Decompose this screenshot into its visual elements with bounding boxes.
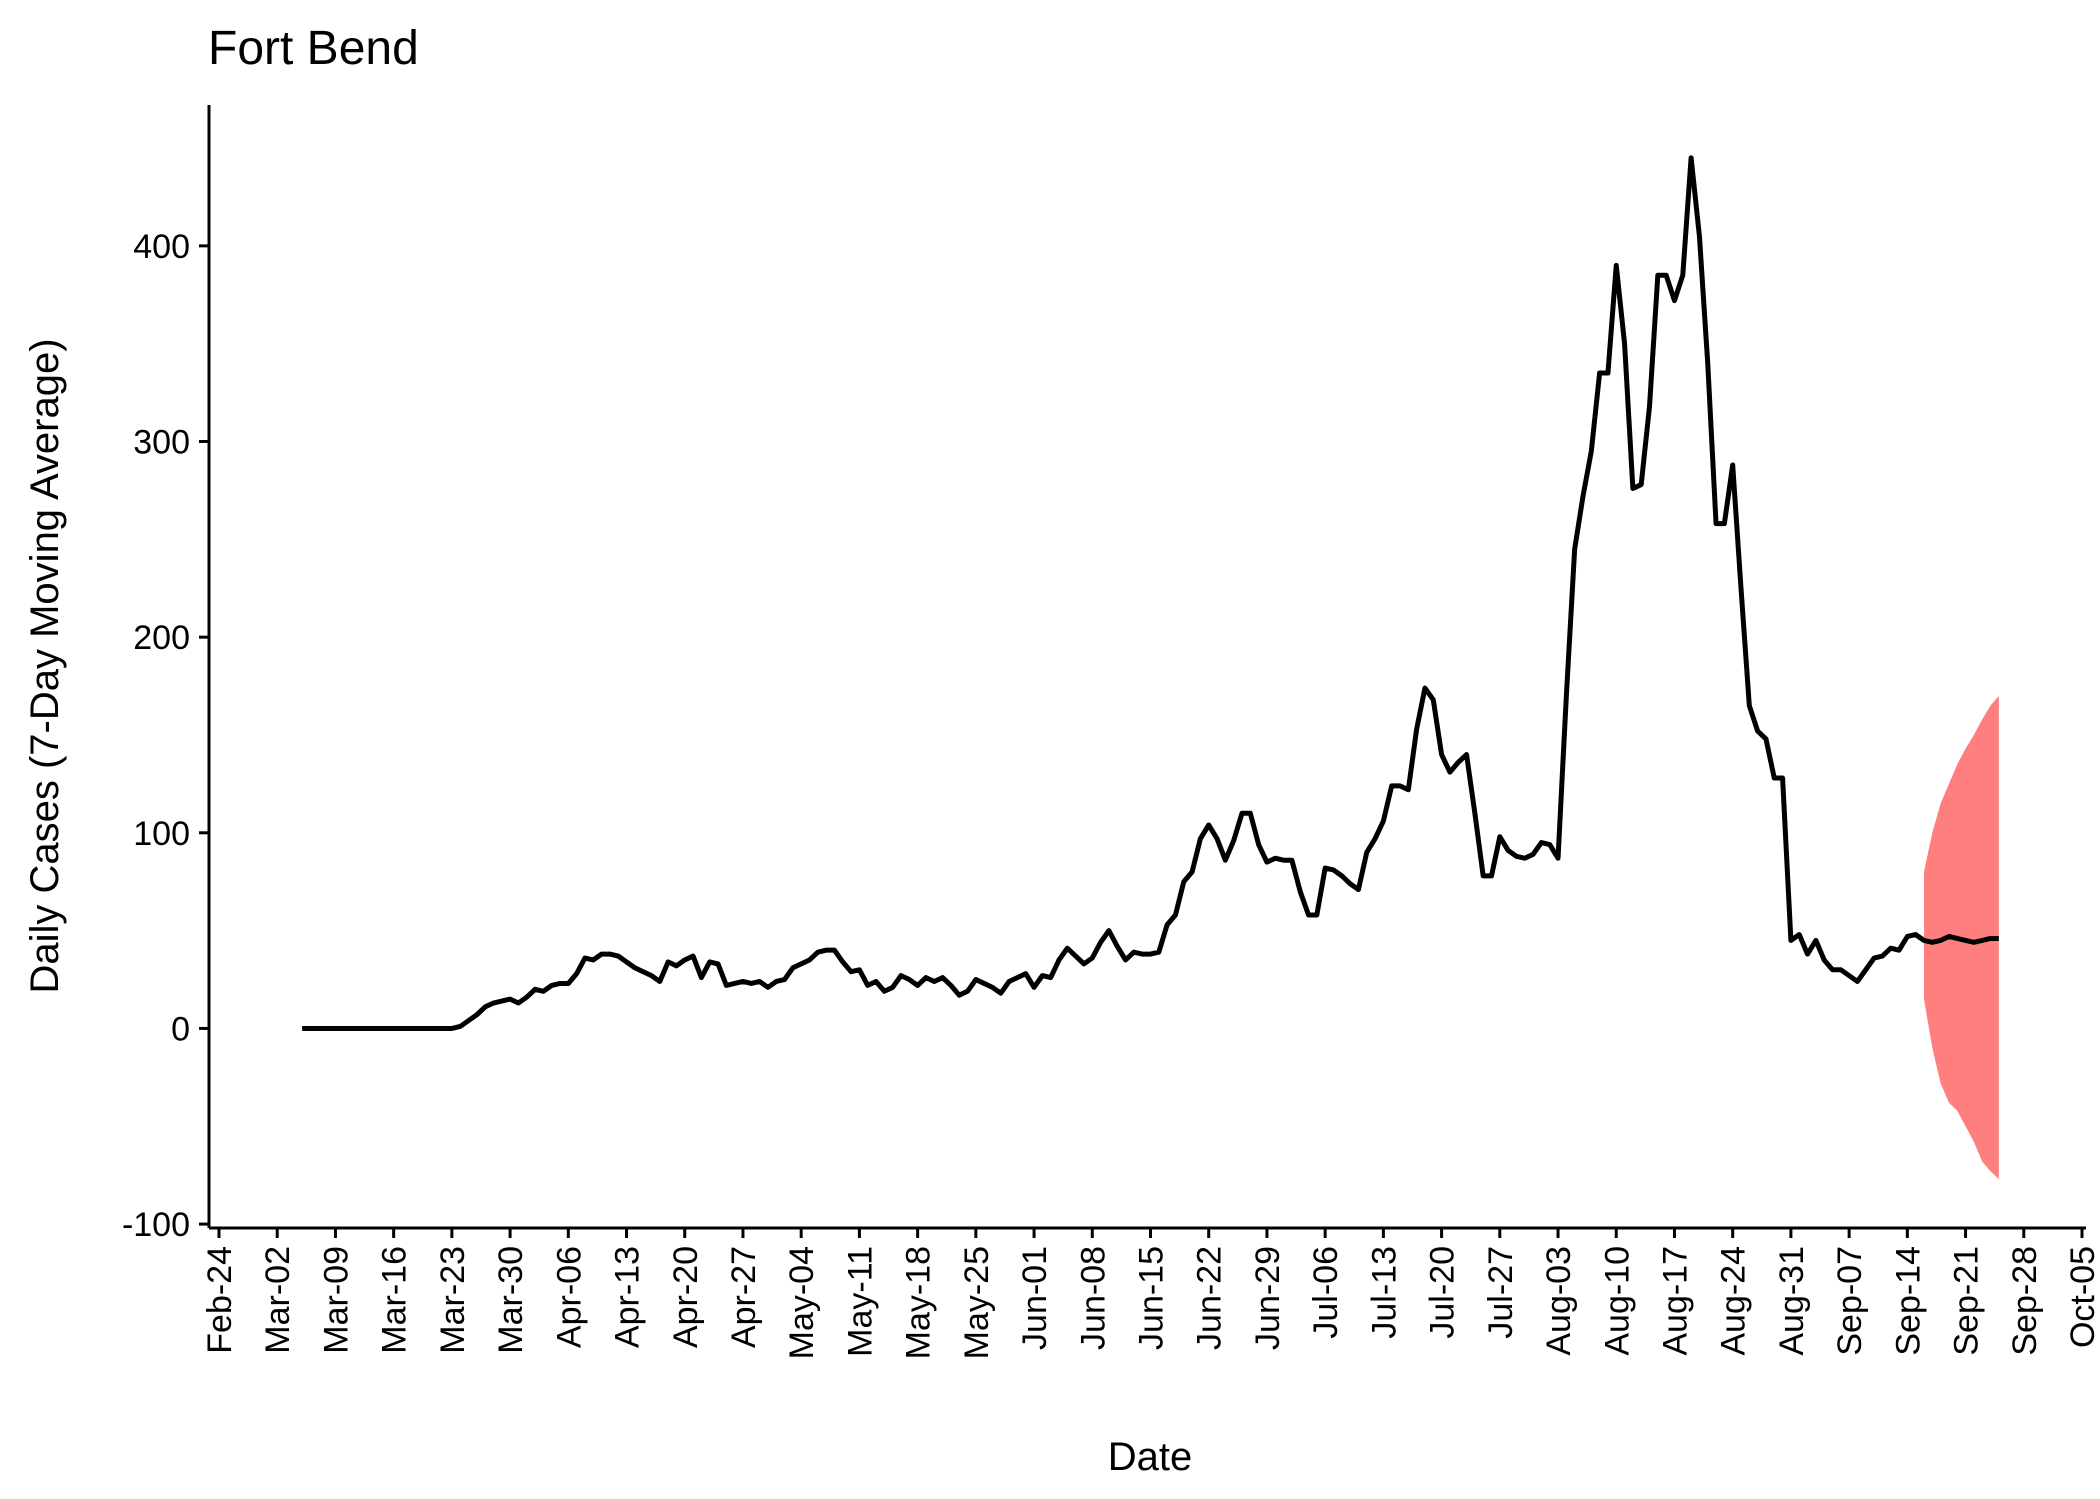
- y-tick-label: 200: [133, 619, 190, 657]
- x-tick-label: Apr-27: [725, 1246, 763, 1348]
- x-tick-label: Jul-27: [1482, 1246, 1520, 1339]
- x-tick-label: Aug-31: [1773, 1246, 1811, 1356]
- x-tick-label: Jun-22: [1191, 1246, 1229, 1350]
- chart-title: Fort Bend: [208, 22, 419, 75]
- x-tick-label: Oct-05: [2064, 1246, 2100, 1348]
- x-tick-label: Jun-15: [1133, 1246, 1171, 1350]
- x-tick-label: Jul-20: [1424, 1246, 1462, 1339]
- y-tick-label: -100: [122, 1206, 190, 1244]
- x-tick-label: Sep-14: [1889, 1246, 1927, 1356]
- x-tick-label: Jun-01: [1016, 1246, 1054, 1350]
- x-tick-label: Mar-16: [376, 1246, 414, 1354]
- x-tick-label: Mar-30: [492, 1246, 530, 1354]
- x-tick-label: May-11: [841, 1246, 879, 1357]
- x-tick-label: May-25: [958, 1246, 996, 1359]
- x-tick-label: Jul-13: [1365, 1246, 1403, 1339]
- x-tick-label: Sep-21: [1948, 1246, 1986, 1356]
- x-tick-label: May-04: [783, 1246, 821, 1359]
- x-tick-label: Jul-06: [1307, 1246, 1345, 1339]
- y-axis-title: Daily Cases (7-Day Moving Average): [23, 338, 67, 993]
- x-tick-label: Jun-29: [1249, 1246, 1287, 1350]
- x-tick-label: Aug-03: [1540, 1246, 1578, 1356]
- x-tick-label: Sep-07: [1831, 1246, 1869, 1356]
- x-tick-label: Mar-09: [317, 1246, 355, 1354]
- x-tick-label: Jun-08: [1074, 1246, 1112, 1350]
- y-tick-label: 400: [133, 228, 190, 266]
- x-tick-label: Aug-17: [1656, 1246, 1694, 1356]
- x-tick-label: Sep-28: [2006, 1246, 2044, 1356]
- y-tick-label: 300: [133, 424, 190, 462]
- x-tick-label: Aug-10: [1598, 1246, 1636, 1356]
- x-tick-label: Apr-06: [550, 1246, 588, 1348]
- x-tick-label: May-18: [900, 1246, 938, 1359]
- y-tick-label: 100: [133, 815, 190, 853]
- x-tick-label: Mar-02: [259, 1246, 297, 1354]
- x-axis-title: Date: [1108, 1435, 1193, 1479]
- x-tick-label: Apr-13: [609, 1246, 647, 1348]
- x-tick-label: Mar-23: [434, 1246, 472, 1354]
- x-tick-label: Feb-24: [201, 1246, 239, 1354]
- series-line: [302, 155, 1999, 1031]
- x-tick-label: Apr-20: [667, 1246, 705, 1348]
- x-tick-label: Aug-24: [1715, 1246, 1753, 1356]
- y-tick-label: 0: [171, 1010, 190, 1048]
